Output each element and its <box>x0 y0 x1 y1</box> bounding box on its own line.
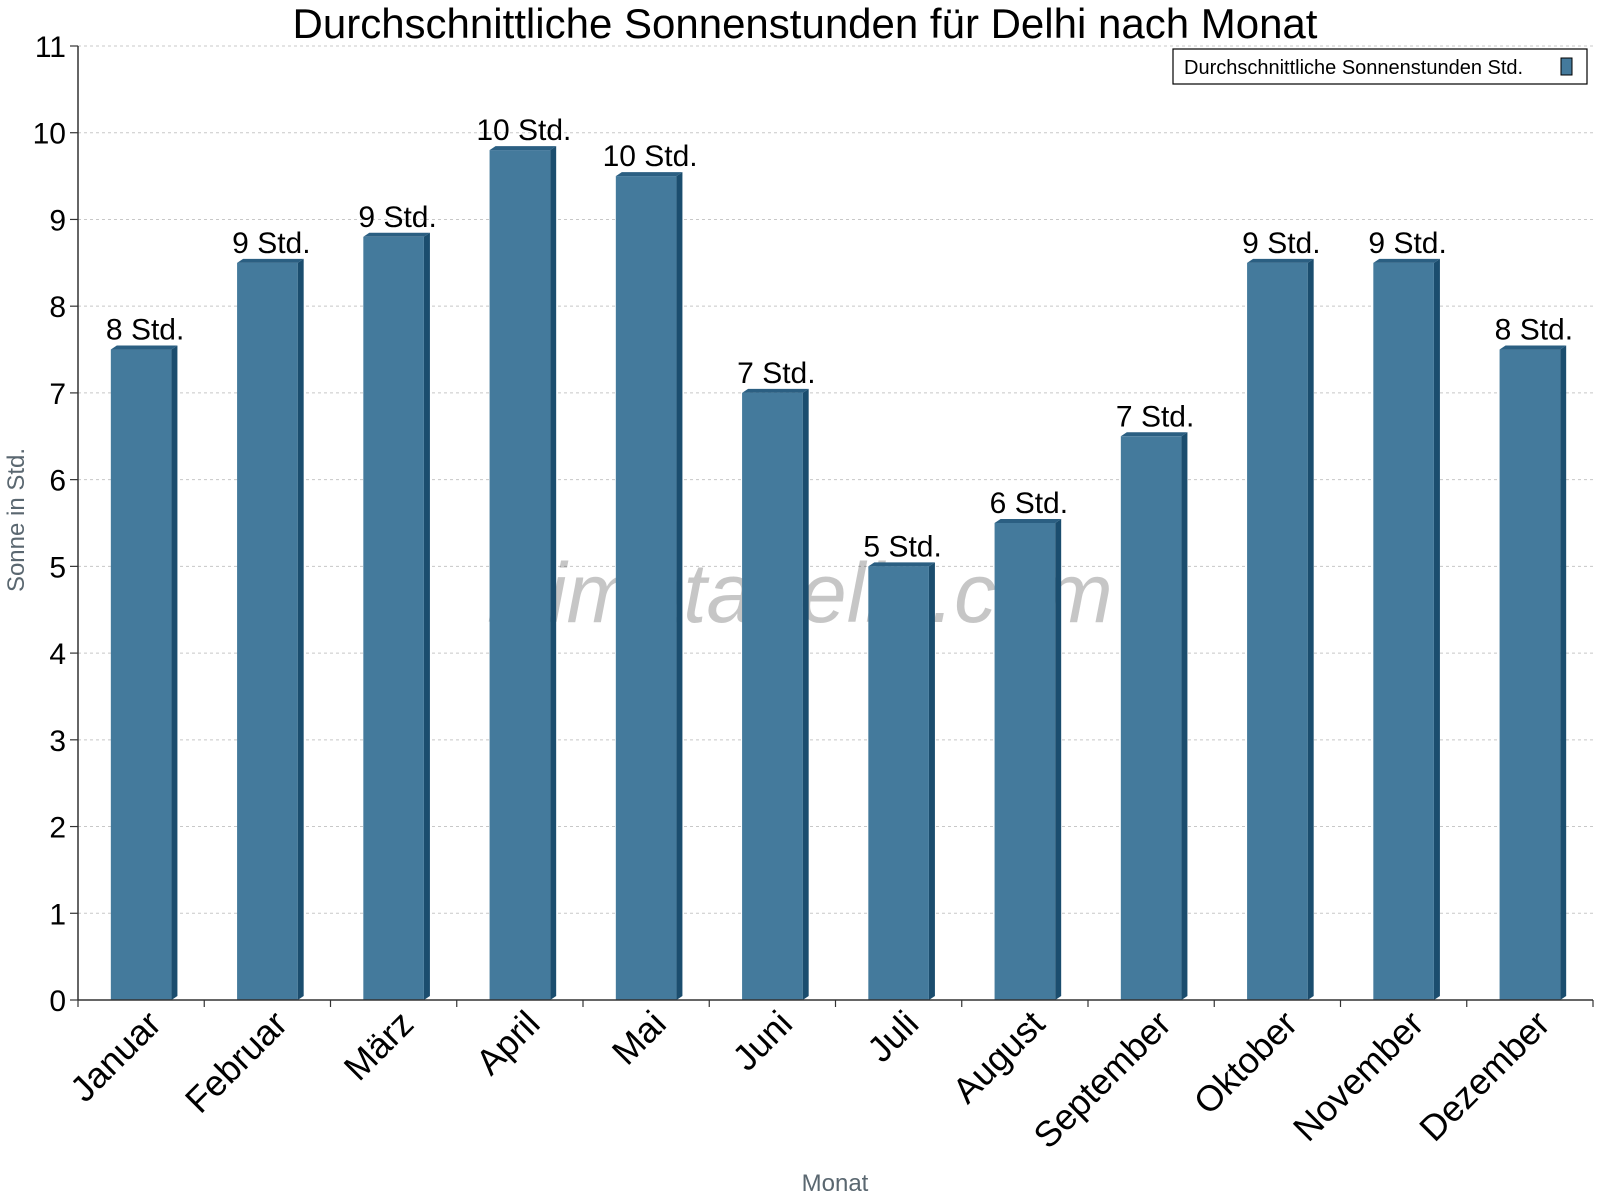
bar-november <box>1373 258 1440 1000</box>
bar-side <box>423 232 430 1001</box>
x-tick-label: Februar <box>177 1003 295 1121</box>
bar-side <box>1560 345 1567 1001</box>
x-tick-label: März <box>336 1003 422 1089</box>
bar-front <box>742 392 803 1001</box>
bar-side <box>1433 258 1440 1000</box>
bar-front <box>363 236 424 1001</box>
bar-juli <box>868 562 935 1000</box>
bar-april <box>489 146 557 1000</box>
y-axis-title: Sonne in Std. <box>3 448 30 592</box>
legend-box <box>1172 48 1588 85</box>
bar-februar <box>237 258 304 1000</box>
data-labels: 8 Std. 9 Std. 9 Std. 10 Std. 10 Std. 7 Std. 5 … <box>106 114 1573 563</box>
bar-front <box>615 176 677 1000</box>
data-label: 7 Std. <box>1116 400 1194 433</box>
bar-top <box>994 519 1062 523</box>
bar-top <box>1499 345 1567 350</box>
x-tick-label: Juni <box>724 1003 800 1079</box>
bar-mai <box>615 172 683 1000</box>
data-label: 8 Std. <box>106 314 184 347</box>
bars <box>110 146 1567 1001</box>
bar-front <box>994 523 1056 1000</box>
bar-front <box>1247 262 1308 1000</box>
bar-front <box>1373 262 1434 1000</box>
y-tick-label: 5 <box>49 551 66 584</box>
bar-oktober <box>1247 258 1314 1000</box>
data-label: 10 Std. <box>476 114 571 147</box>
bar-side <box>928 562 935 1000</box>
bar-front <box>237 262 298 1000</box>
x-tick-label: April <box>468 1003 548 1083</box>
x-tick-label: November <box>1285 1003 1431 1149</box>
bar-side <box>1181 432 1188 1001</box>
legend-swatch <box>1560 57 1573 76</box>
data-label: 6 Std. <box>990 487 1068 520</box>
y-tick-label: 6 <box>49 465 66 498</box>
bar-top <box>868 562 935 567</box>
bar-top <box>1373 258 1440 263</box>
bar-side <box>1055 519 1062 1000</box>
y-tick-label: 3 <box>49 725 66 758</box>
y-tick-label: 11 <box>35 31 66 64</box>
y-tick-label: 4 <box>49 638 66 671</box>
bar-top <box>110 345 178 350</box>
data-label: 10 Std. <box>603 140 698 173</box>
bar-september <box>1120 432 1188 1001</box>
x-axis-title: Monat <box>802 1170 869 1197</box>
data-label: 9 Std. <box>1368 227 1446 260</box>
x-tick-label: Dezember <box>1411 1003 1557 1149</box>
y-tick-label: 7 <box>49 378 66 411</box>
bar-top <box>742 388 809 393</box>
bar-top <box>237 258 304 263</box>
bar-side <box>1307 258 1314 1000</box>
y-tick-label: 1 <box>49 898 66 931</box>
y-tick-label: 9 <box>49 204 66 237</box>
grid-lines <box>78 45 1593 914</box>
data-label: 7 Std. <box>737 357 815 390</box>
bar-august <box>994 519 1062 1000</box>
data-label: 9 Std. <box>1242 227 1320 260</box>
bar-side <box>297 258 304 1000</box>
data-label: 8 Std. <box>1495 314 1573 347</box>
bar-side <box>676 172 683 1000</box>
y-tick-label: 10 <box>33 118 66 151</box>
bar-front <box>110 349 172 1001</box>
bar-januar <box>110 345 178 1001</box>
chart-title: Durchschnittliche Sonnenstunden für Delh… <box>293 0 1318 47</box>
data-label: 9 Std. <box>358 201 436 234</box>
y-tick-label: 0 <box>49 985 66 1018</box>
bar-side <box>550 146 557 1000</box>
x-tick-label: Juli <box>859 1003 926 1070</box>
x-tick-label: Mai <box>604 1003 674 1073</box>
y-tick-label: 2 <box>49 812 66 845</box>
x-tick-label: Januar <box>62 1003 169 1110</box>
legend: Durchschnittliche Sonnenstunden Std. <box>1172 48 1588 85</box>
bar-front <box>1499 349 1561 1001</box>
bar-front <box>868 566 929 1000</box>
bar-front <box>489 150 551 1000</box>
data-label: 5 Std. <box>863 530 941 563</box>
y-tick-label: 8 <box>49 291 66 324</box>
bar-top <box>489 146 557 151</box>
bar-märz <box>363 232 430 1001</box>
bar-top <box>1120 432 1188 437</box>
bar-juni <box>742 388 809 1001</box>
bar-side <box>802 388 809 1001</box>
x-tick-label: September <box>1025 1003 1179 1157</box>
bar-top <box>1247 258 1314 263</box>
bar-side <box>171 345 178 1001</box>
x-tick-label: August <box>944 1003 1052 1111</box>
bar-front <box>1120 436 1182 1001</box>
bar-top <box>363 232 430 237</box>
legend-label: Durchschnittliche Sonnenstunden Std. <box>1184 57 1523 79</box>
x-tick-label: Oktober <box>1185 1003 1305 1123</box>
bar-top <box>615 172 683 177</box>
bar-dezember <box>1499 345 1567 1001</box>
data-label: 9 Std. <box>232 227 310 260</box>
